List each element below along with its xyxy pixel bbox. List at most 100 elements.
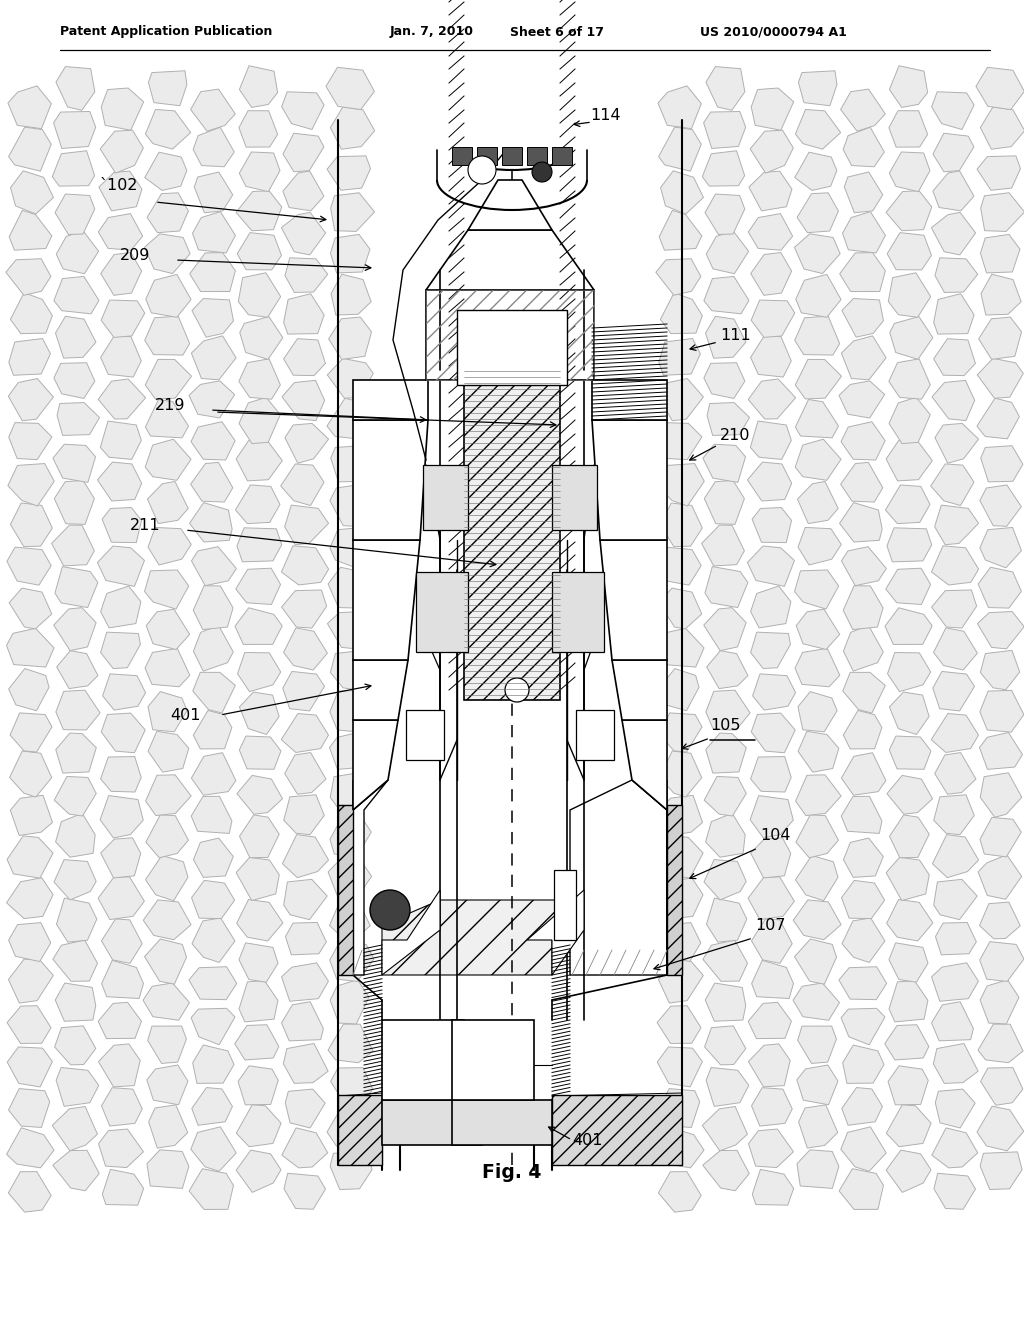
Polygon shape [751,421,792,459]
Polygon shape [889,111,928,147]
Polygon shape [795,648,840,686]
Polygon shape [56,66,95,111]
Polygon shape [191,1008,234,1044]
Polygon shape [282,1127,328,1168]
Polygon shape [796,359,842,399]
Polygon shape [98,876,144,920]
Polygon shape [285,257,328,293]
Polygon shape [239,942,279,982]
Polygon shape [100,252,141,296]
Polygon shape [796,275,841,317]
Polygon shape [843,211,886,253]
Bar [452,1020,534,1100]
Polygon shape [705,1026,745,1065]
Polygon shape [657,1047,702,1086]
Polygon shape [933,672,975,711]
Bar [382,1100,482,1144]
Polygon shape [144,570,188,609]
Polygon shape [701,525,744,566]
Polygon shape [886,858,929,900]
Polygon shape [54,480,94,524]
Polygon shape [931,714,979,752]
Polygon shape [886,1150,931,1192]
Polygon shape [145,775,191,816]
Polygon shape [705,194,744,235]
Polygon shape [657,1006,701,1043]
Bar [338,1096,382,1166]
Polygon shape [331,193,375,231]
Polygon shape [978,855,1022,899]
Polygon shape [980,484,1021,527]
Polygon shape [56,231,98,273]
Polygon shape [842,796,882,833]
Polygon shape [977,1106,1024,1151]
Polygon shape [191,546,237,586]
Polygon shape [843,1045,884,1084]
Polygon shape [658,1089,699,1127]
Polygon shape [703,276,749,314]
Polygon shape [283,133,324,172]
Polygon shape [934,628,977,671]
Polygon shape [793,983,840,1020]
Polygon shape [841,462,883,502]
Polygon shape [885,1024,929,1060]
Polygon shape [193,917,234,962]
Polygon shape [798,692,838,731]
Polygon shape [933,1044,978,1084]
Polygon shape [56,651,98,689]
Polygon shape [795,939,837,985]
Polygon shape [657,836,703,878]
Polygon shape [188,966,237,999]
Polygon shape [239,397,281,444]
Polygon shape [933,834,979,878]
Text: 105: 105 [710,718,740,733]
Polygon shape [194,710,231,748]
Polygon shape [145,400,188,438]
Polygon shape [751,632,791,668]
Polygon shape [286,1089,326,1129]
Polygon shape [932,962,978,1002]
Polygon shape [8,1172,51,1212]
Polygon shape [752,1088,793,1126]
Polygon shape [795,570,839,609]
Polygon shape [659,589,701,628]
Polygon shape [98,1129,143,1168]
Polygon shape [933,172,974,211]
Polygon shape [236,568,281,605]
Polygon shape [284,1044,328,1084]
Bar [502,147,522,165]
Circle shape [505,678,529,702]
Polygon shape [841,1008,885,1044]
Polygon shape [977,358,1023,399]
Polygon shape [144,152,186,190]
Polygon shape [751,756,792,792]
Polygon shape [331,107,375,149]
Polygon shape [749,1002,792,1039]
Polygon shape [890,317,933,359]
Polygon shape [889,981,928,1022]
Polygon shape [889,359,931,399]
Polygon shape [148,71,187,106]
Polygon shape [932,380,975,421]
Polygon shape [330,690,374,733]
Polygon shape [706,983,745,1022]
Polygon shape [6,878,53,919]
Polygon shape [9,589,52,628]
Bar [464,360,560,700]
Polygon shape [331,446,373,482]
Polygon shape [980,235,1020,273]
Polygon shape [8,379,53,421]
Bar [457,310,567,385]
Polygon shape [147,482,188,524]
Polygon shape [889,942,928,982]
Polygon shape [749,1129,794,1168]
Polygon shape [102,507,141,543]
Polygon shape [190,1127,237,1171]
Polygon shape [53,445,95,482]
Polygon shape [145,814,188,858]
Polygon shape [660,713,702,752]
Polygon shape [841,421,885,459]
Bar [382,1020,464,1100]
Polygon shape [331,1068,373,1105]
Polygon shape [795,315,840,355]
